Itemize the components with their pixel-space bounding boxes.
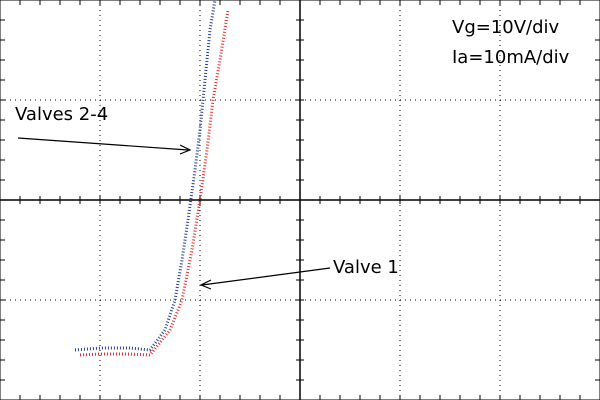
arrowhead: [199, 279, 212, 290]
trace: [79, 9, 230, 357]
series-label: Valve 1: [333, 257, 399, 278]
arrow: [201, 267, 331, 286]
arrowhead: [179, 144, 192, 155]
series-label: Valves 2-4: [15, 104, 108, 125]
arrow: [17, 137, 189, 151]
traces: [74, 0, 230, 357]
annotation: Ia=10mA/div: [452, 47, 570, 68]
trace: [74, 0, 217, 352]
annotation: Vg=10V/div: [452, 17, 560, 38]
